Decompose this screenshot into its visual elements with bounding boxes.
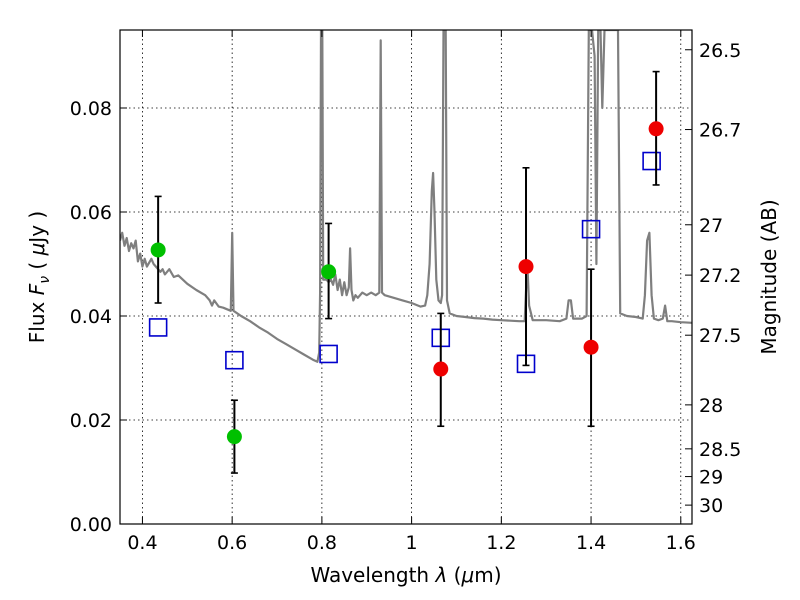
- x-tick-label: 0.4: [127, 532, 157, 554]
- y-tick-label: 0.04: [70, 306, 112, 328]
- plot-frame: [119, 29, 693, 525]
- observed-flux-point: [518, 259, 534, 275]
- y-tick-label: 0.06: [70, 202, 112, 224]
- model-spectrum-line: [120, 30, 692, 363]
- plot-area: [120, 30, 692, 474]
- x-tick-label: 1.6: [666, 532, 696, 554]
- y-tick-label: 0.02: [70, 410, 112, 432]
- magnitude-axis-title: Magnitude (AB): [757, 199, 781, 354]
- magnitude-tick-label: 27.5: [699, 325, 741, 347]
- observed-flux-point: [321, 264, 337, 280]
- y-axis-title: Flux Fν ( μJy ): [25, 211, 53, 343]
- magnitude-tick-label: 27: [699, 215, 723, 237]
- x-tick-label: 1.4: [576, 532, 606, 554]
- y-tick-label: 0.08: [70, 98, 112, 120]
- model-photometry-square: [319, 344, 338, 364]
- model-photometry-square: [148, 318, 168, 337]
- magnitude-tick-label: 29: [699, 467, 723, 489]
- magnitude-tick-label: 28: [699, 395, 723, 417]
- x-tick-label: 0.6: [217, 532, 247, 554]
- observed-flux-point: [150, 242, 166, 258]
- magnitude-tick-label: 26.7: [699, 120, 741, 142]
- x-tick-label: 0.8: [307, 532, 337, 554]
- magnitude-tick-label: 26.5: [699, 40, 741, 62]
- magnitude-tick-label: 30: [699, 495, 723, 517]
- observed-flux-point: [583, 339, 599, 355]
- x-tick-label: 1.2: [486, 532, 516, 554]
- y-tick-label: 0.00: [70, 514, 112, 536]
- x-tick-label: 1: [406, 532, 418, 554]
- observed-flux-point: [648, 121, 664, 137]
- model-photometry-square: [225, 350, 244, 370]
- magnitude-tick-label: 28.5: [699, 439, 741, 461]
- model-photometry-square: [642, 151, 661, 171]
- magnitude-tick-label: 27.2: [699, 265, 741, 287]
- observed-flux-point: [226, 429, 242, 445]
- axis-ticks: 0.4 0.6 0.8 1 1.2 1.4 1.6 0.00 0.02 0.04 0.06 0.08 2…: [70, 30, 741, 554]
- observed-flux-point: [433, 361, 449, 377]
- x-axis-title: Wavelength λ (μm): [310, 563, 501, 587]
- model-photometry-square: [581, 219, 601, 239]
